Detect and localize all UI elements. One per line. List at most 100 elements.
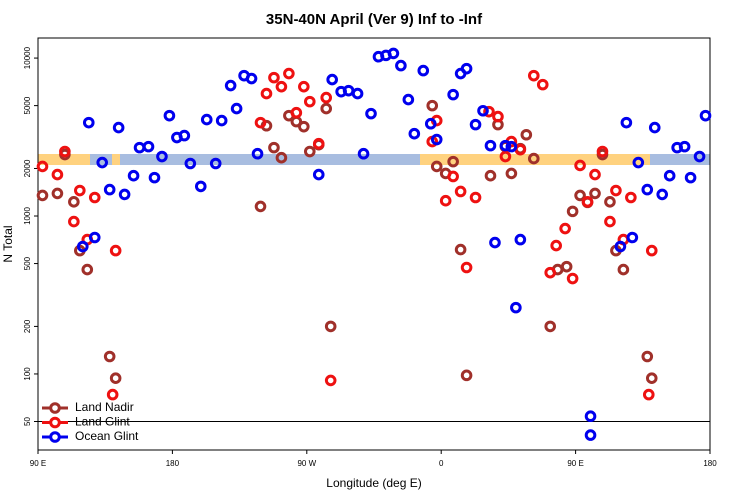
point [133, 141, 146, 154]
point [184, 157, 197, 170]
legend-label: Land Nadir [75, 400, 134, 414]
point [536, 78, 549, 91]
point [283, 67, 295, 80]
point [589, 187, 601, 200]
y-tick-label: 200 [23, 319, 32, 333]
point [148, 171, 161, 184]
point [312, 137, 325, 150]
legend-marker [49, 431, 61, 443]
point [387, 47, 400, 60]
point [156, 150, 168, 163]
point [520, 128, 533, 141]
point [492, 110, 504, 123]
point [200, 113, 213, 126]
point [312, 168, 325, 181]
point [544, 266, 557, 279]
point [483, 105, 495, 118]
point [118, 188, 131, 201]
point [51, 187, 64, 200]
point [59, 145, 71, 158]
point [408, 127, 421, 140]
point [505, 140, 518, 153]
point [36, 160, 49, 173]
point [544, 320, 557, 333]
point [617, 263, 630, 276]
point [645, 372, 658, 384]
point [320, 91, 333, 104]
point [88, 191, 101, 204]
point [230, 102, 243, 115]
point [303, 95, 316, 108]
point [109, 372, 122, 384]
point [648, 121, 661, 134]
chart-title: 35N-40N April (Ver 9) Inf to -Inf [266, 11, 483, 28]
point [610, 184, 622, 197]
plot-frame [37, 37, 711, 451]
point [68, 196, 80, 208]
point [224, 79, 237, 92]
point [559, 222, 571, 235]
point [254, 200, 267, 213]
point [469, 191, 482, 204]
x-tick-label: 180 [166, 459, 180, 468]
point [430, 160, 443, 173]
band-segment [420, 154, 650, 165]
point [324, 320, 337, 333]
point [74, 184, 86, 197]
point [514, 233, 527, 246]
point [81, 263, 94, 276]
point [477, 104, 489, 117]
point [489, 236, 501, 249]
point [424, 117, 437, 130]
point [82, 116, 95, 129]
point [36, 189, 49, 202]
point [326, 73, 338, 86]
series [36, 99, 658, 384]
band-segment [112, 154, 120, 165]
point [574, 189, 586, 202]
point [430, 133, 443, 146]
point [439, 194, 452, 207]
point [103, 183, 116, 196]
point [684, 171, 697, 184]
point [574, 159, 586, 172]
point [632, 156, 645, 169]
point [596, 145, 609, 158]
point [447, 170, 459, 183]
point [454, 185, 467, 198]
x-tick-label: 180 [703, 459, 717, 468]
point [510, 301, 522, 314]
point [663, 169, 676, 182]
point [209, 157, 222, 170]
point [275, 80, 288, 93]
x-tick-label: 90 W [297, 459, 316, 468]
point [614, 240, 627, 253]
point [484, 139, 497, 152]
point [625, 191, 637, 204]
point [77, 240, 89, 253]
point [499, 139, 512, 152]
point [163, 109, 176, 122]
point [96, 156, 109, 169]
point [112, 121, 125, 134]
point [584, 410, 597, 423]
point [447, 155, 459, 168]
legend-label: Ocean Glint [75, 429, 139, 443]
point [566, 272, 579, 285]
point [68, 215, 80, 228]
point [298, 80, 310, 93]
point [460, 62, 473, 75]
point [645, 244, 658, 257]
point [254, 116, 267, 129]
legend-label: Land Glint [75, 415, 130, 429]
point [303, 145, 316, 158]
y-tick-label: 5000 [23, 96, 32, 114]
point [351, 87, 364, 100]
point [260, 87, 273, 100]
point [88, 231, 101, 244]
point [245, 72, 258, 85]
point [566, 205, 579, 218]
point [357, 147, 370, 160]
y-tick-label: 1000 [23, 207, 32, 225]
